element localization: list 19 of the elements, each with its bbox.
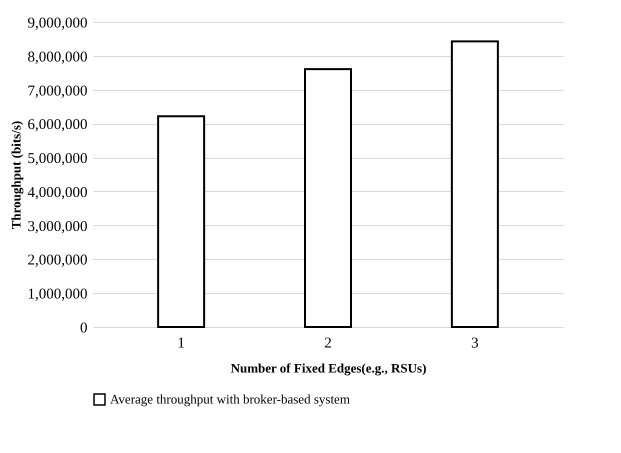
y-tick-label: 1,000,000 xyxy=(28,286,88,303)
y-tick-label: 2,000,000 xyxy=(28,252,88,269)
y-tick-label: 8,000,000 xyxy=(28,49,88,66)
y-tick-label: 6,000,000 xyxy=(28,117,88,134)
x-tick-label: 1 xyxy=(177,336,185,352)
y-tick-label: 9,000,000 xyxy=(28,16,88,32)
bar xyxy=(304,68,352,328)
x-tick-label: 2 xyxy=(324,336,332,352)
bar xyxy=(157,115,206,328)
y-tick-label: 5,000,000 xyxy=(28,151,88,168)
y-tick-label: 4,000,000 xyxy=(28,184,88,201)
x-axis-title: Number of Fixed Edges(e.g., RSUs) xyxy=(230,360,426,376)
x-tick-label: 3 xyxy=(471,336,479,352)
bar xyxy=(450,40,499,328)
y-tick-label: 7,000,000 xyxy=(28,83,88,100)
y-tick-label: 3,000,000 xyxy=(28,218,88,235)
y-tick-label: 0 xyxy=(80,320,88,336)
legend-label: Average throughput with broker-based system xyxy=(110,392,350,406)
y-axis-title: Throughput (bits/s) xyxy=(8,120,24,230)
